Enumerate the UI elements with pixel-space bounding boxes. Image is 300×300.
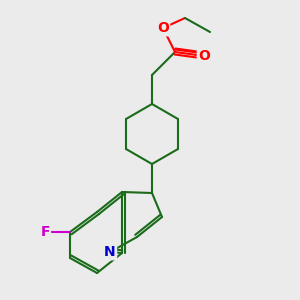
Text: O: O (198, 49, 210, 63)
Text: O: O (157, 21, 169, 35)
Text: N: N (104, 245, 116, 259)
Text: F: F (40, 225, 50, 239)
